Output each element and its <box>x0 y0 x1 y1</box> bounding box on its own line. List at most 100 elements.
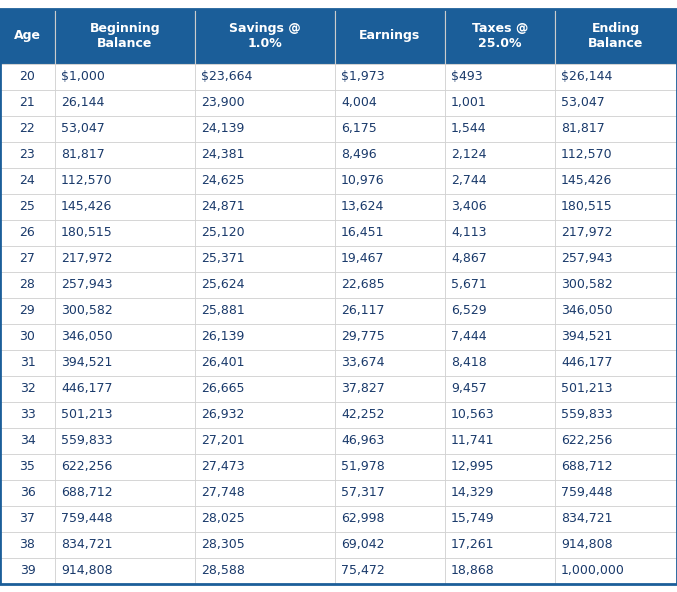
Text: 62,998: 62,998 <box>341 512 385 525</box>
Text: 33: 33 <box>20 408 35 421</box>
Text: 28,588: 28,588 <box>201 564 245 577</box>
Bar <box>0 115 55 141</box>
Text: 25,624: 25,624 <box>201 278 244 291</box>
Text: $493: $493 <box>451 70 483 83</box>
Text: 3,406: 3,406 <box>451 200 487 213</box>
Bar <box>555 532 677 558</box>
Bar <box>0 532 55 558</box>
Text: 2,124: 2,124 <box>451 148 487 161</box>
Text: 27,201: 27,201 <box>201 434 244 447</box>
Text: 21: 21 <box>20 96 35 109</box>
Bar <box>55 427 195 453</box>
Text: 36: 36 <box>20 486 35 499</box>
Bar <box>195 8 335 63</box>
Bar <box>445 8 555 63</box>
Bar <box>335 168 445 194</box>
Text: 26,117: 26,117 <box>341 304 385 317</box>
Text: 622,256: 622,256 <box>61 460 112 473</box>
Bar <box>555 506 677 532</box>
Bar <box>555 220 677 246</box>
Text: 688,712: 688,712 <box>61 486 112 499</box>
Text: 559,833: 559,833 <box>61 434 112 447</box>
Bar <box>555 246 677 272</box>
Text: $26,144: $26,144 <box>561 70 613 83</box>
Text: 17,261: 17,261 <box>451 538 494 551</box>
Text: 19,467: 19,467 <box>341 252 385 265</box>
Text: 10,563: 10,563 <box>451 408 495 421</box>
Bar <box>195 220 335 246</box>
Bar <box>335 401 445 427</box>
Bar <box>55 323 195 349</box>
Text: 37: 37 <box>20 512 35 525</box>
Text: 6,175: 6,175 <box>341 122 376 135</box>
Bar <box>0 220 55 246</box>
Text: 69,042: 69,042 <box>341 538 385 551</box>
Text: 27,748: 27,748 <box>201 486 245 499</box>
Bar <box>55 89 195 115</box>
Text: 7,444: 7,444 <box>451 330 487 343</box>
Bar <box>555 453 677 480</box>
Text: 28,025: 28,025 <box>201 512 245 525</box>
Bar <box>55 220 195 246</box>
Bar <box>0 506 55 532</box>
Text: 1,001: 1,001 <box>451 96 487 109</box>
Bar <box>195 168 335 194</box>
Text: 1,544: 1,544 <box>451 122 487 135</box>
Text: 4,867: 4,867 <box>451 252 487 265</box>
Text: 914,808: 914,808 <box>561 538 613 551</box>
Bar <box>555 272 677 298</box>
Bar <box>0 349 55 375</box>
Text: 57,317: 57,317 <box>341 486 385 499</box>
Text: 180,515: 180,515 <box>61 226 113 239</box>
Bar <box>555 115 677 141</box>
Text: 4,004: 4,004 <box>341 96 376 109</box>
Text: 51,978: 51,978 <box>341 460 385 473</box>
Bar <box>335 349 445 375</box>
Bar <box>335 506 445 532</box>
Bar <box>195 506 335 532</box>
Text: 81,817: 81,817 <box>561 122 605 135</box>
Text: 346,050: 346,050 <box>561 304 613 317</box>
Text: 112,570: 112,570 <box>561 148 613 161</box>
Bar <box>335 89 445 115</box>
Bar <box>335 427 445 453</box>
Text: 28,305: 28,305 <box>201 538 245 551</box>
Bar <box>55 141 195 168</box>
Text: 145,426: 145,426 <box>561 174 613 187</box>
Bar <box>55 506 195 532</box>
Text: 12,995: 12,995 <box>451 460 494 473</box>
Text: 4,113: 4,113 <box>451 226 487 239</box>
Text: 257,943: 257,943 <box>61 278 112 291</box>
Text: 1,000,000: 1,000,000 <box>561 564 625 577</box>
Bar <box>555 480 677 506</box>
Text: 37,827: 37,827 <box>341 382 385 395</box>
Text: 13,624: 13,624 <box>341 200 385 213</box>
Text: 46,963: 46,963 <box>341 434 385 447</box>
Text: 24,871: 24,871 <box>201 200 244 213</box>
Bar <box>335 246 445 272</box>
Text: 180,515: 180,515 <box>561 200 613 213</box>
Bar <box>445 115 555 141</box>
Bar <box>0 141 55 168</box>
Text: 53,047: 53,047 <box>561 96 605 109</box>
Bar <box>445 141 555 168</box>
Bar <box>445 532 555 558</box>
Bar <box>335 115 445 141</box>
Text: 33,674: 33,674 <box>341 356 385 369</box>
Bar <box>0 246 55 272</box>
Bar <box>55 558 195 584</box>
Text: 446,177: 446,177 <box>61 382 112 395</box>
Bar <box>0 427 55 453</box>
Text: 23: 23 <box>20 148 35 161</box>
Text: 501,213: 501,213 <box>561 382 613 395</box>
Bar <box>0 453 55 480</box>
Text: 9,457: 9,457 <box>451 382 487 395</box>
Text: 300,582: 300,582 <box>61 304 113 317</box>
Bar <box>195 349 335 375</box>
Bar <box>0 401 55 427</box>
Bar <box>0 298 55 323</box>
Bar <box>445 480 555 506</box>
Text: 688,712: 688,712 <box>561 460 613 473</box>
Text: 11,741: 11,741 <box>451 434 494 447</box>
Bar <box>555 141 677 168</box>
